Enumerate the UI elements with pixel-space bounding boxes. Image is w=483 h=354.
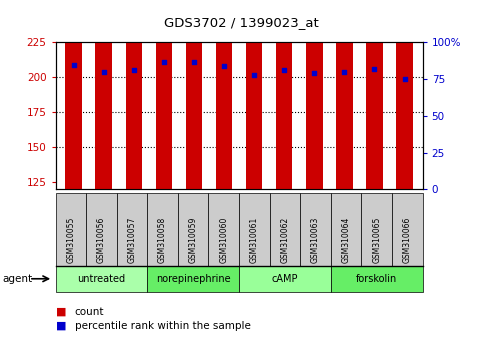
Point bbox=[250, 72, 258, 78]
Text: GSM310058: GSM310058 bbox=[158, 216, 167, 263]
Point bbox=[100, 69, 108, 75]
Bar bbox=[156, 0, 172, 189]
Bar bbox=[366, 0, 383, 189]
Point bbox=[160, 59, 168, 64]
Bar bbox=[216, 0, 232, 189]
Bar bbox=[246, 0, 262, 189]
Text: GSM310057: GSM310057 bbox=[128, 216, 137, 263]
Bar bbox=[396, 13, 413, 189]
Text: GSM310061: GSM310061 bbox=[250, 216, 259, 263]
Bar bbox=[126, 0, 142, 189]
Text: GSM310055: GSM310055 bbox=[66, 216, 75, 263]
Point bbox=[220, 63, 228, 69]
Text: cAMP: cAMP bbox=[272, 274, 298, 284]
Text: ■: ■ bbox=[56, 321, 66, 331]
Text: count: count bbox=[75, 307, 104, 316]
Point bbox=[190, 59, 198, 64]
Point bbox=[311, 70, 318, 76]
Point bbox=[341, 69, 348, 75]
Text: norepinephrine: norepinephrine bbox=[156, 274, 230, 284]
Text: GSM310056: GSM310056 bbox=[97, 216, 106, 263]
Point bbox=[370, 66, 378, 72]
Text: ■: ■ bbox=[56, 307, 66, 316]
Text: GSM310065: GSM310065 bbox=[372, 216, 381, 263]
Text: GDS3702 / 1399023_at: GDS3702 / 1399023_at bbox=[164, 17, 319, 29]
Bar bbox=[336, 0, 353, 189]
Text: GSM310063: GSM310063 bbox=[311, 216, 320, 263]
Text: GSM310062: GSM310062 bbox=[281, 216, 289, 263]
Bar bbox=[306, 0, 323, 189]
Point bbox=[280, 68, 288, 73]
Bar bbox=[185, 0, 202, 189]
Text: GSM310059: GSM310059 bbox=[189, 216, 198, 263]
Text: percentile rank within the sample: percentile rank within the sample bbox=[75, 321, 251, 331]
Bar bbox=[65, 0, 82, 189]
Point bbox=[130, 68, 138, 73]
Text: GSM310064: GSM310064 bbox=[341, 216, 351, 263]
Text: agent: agent bbox=[2, 274, 32, 284]
Text: forskolin: forskolin bbox=[356, 274, 398, 284]
Text: GSM310066: GSM310066 bbox=[403, 216, 412, 263]
Bar bbox=[96, 0, 112, 189]
Point bbox=[401, 76, 409, 82]
Text: untreated: untreated bbox=[77, 274, 126, 284]
Text: GSM310060: GSM310060 bbox=[219, 216, 228, 263]
Bar bbox=[276, 0, 293, 189]
Point bbox=[70, 62, 77, 67]
